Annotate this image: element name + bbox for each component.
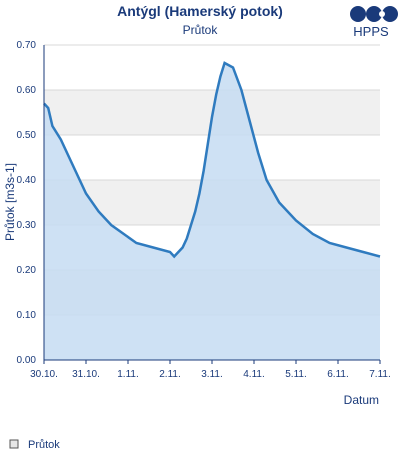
y-axis-label: Průtok [m3s-1] (3, 163, 17, 241)
hpps-logo: HPPS (350, 6, 398, 39)
series-line-prutok (43, 61, 381, 259)
x-axis-label: Datum (344, 393, 379, 407)
chart-subtitle: Průtok (183, 23, 219, 37)
x-tick-label: 31.10. (72, 369, 100, 380)
plot-band (44, 45, 380, 90)
x-tick-label: 2.11. (159, 369, 181, 380)
legend-swatch (9, 439, 19, 449)
y-tick-label: 0.60 (17, 85, 37, 96)
y-tick-label: 0.10 (17, 310, 37, 321)
x-tick-label: 4.11. (243, 369, 265, 380)
x-tick-label: 1.11. (117, 369, 139, 380)
y-tick-labels: 0.00 0.10 0.20 0.30 0.40 0.50 0.60 0.70 (17, 40, 37, 366)
logo-text: HPPS (353, 24, 389, 39)
logo-circle-left (350, 6, 366, 22)
logo-circle-middle (366, 6, 382, 22)
x-tick-labels: 30.10. 31.10. 1.11. 2.11. 3.11. 4.11. 5.11. 6.1… (30, 360, 391, 380)
x-tick-label: 7.11. (369, 369, 391, 380)
chart-title: Antýgl (Hamerský potok) (117, 3, 283, 19)
logo-circle-right (382, 6, 398, 22)
y-tick-label: 0.70 (17, 40, 37, 51)
legend-label: Průtok (28, 439, 60, 451)
x-tick-label: 30.10. (30, 369, 58, 380)
y-tick-label: 0.40 (17, 175, 37, 186)
x-tick-label: 6.11. (327, 369, 349, 380)
y-tick-label: 0.20 (17, 265, 37, 276)
x-tick-label: 3.11. (201, 369, 223, 380)
x-tick-label: 5.11. (285, 369, 307, 380)
logo-circle-cut (379, 11, 385, 17)
y-tick-label: 0.30 (17, 220, 37, 231)
y-tick-label: 0.50 (17, 130, 37, 141)
legend[interactable]: Průtok (9, 439, 60, 451)
y-tick-label: 0.00 (17, 355, 37, 366)
series-area-prutok (44, 63, 380, 360)
